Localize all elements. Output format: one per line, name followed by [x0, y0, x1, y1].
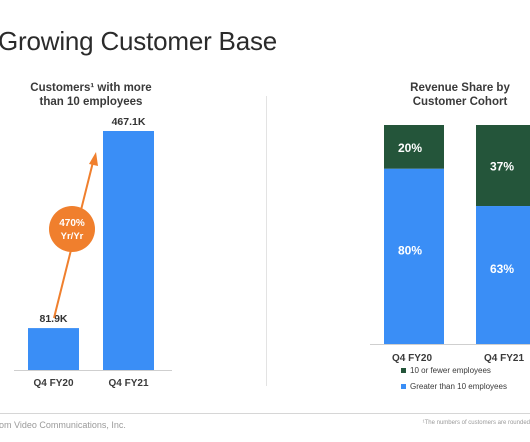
chart1-category-label: Q4 FY21 [108, 378, 148, 389]
chart2-legend-swatch [401, 368, 406, 373]
chart1-value-label: 467.1K [112, 116, 146, 128]
chart1-growth-arrowhead [89, 152, 98, 166]
footer-copyright: om Video Communications, Inc. [0, 420, 126, 430]
footer-note: ¹The numbers of customers are rounded [422, 420, 530, 426]
chart1-annotation-bubble [49, 206, 95, 252]
chart2-segment-label: 37% [490, 160, 514, 174]
chart1-bar [103, 131, 154, 370]
chart2-segment-label: 80% [398, 243, 422, 257]
chart2-segment-small [476, 125, 530, 207]
chart1-annotation-text: 470% [59, 218, 85, 229]
chart2-segment-large [384, 168, 444, 344]
chart1-title-line: than 10 employees [40, 96, 143, 108]
chart2-category-label: Q4 FY21 [484, 353, 524, 364]
chart2-segment-large [476, 206, 530, 344]
chart2-segment-label: 63% [490, 262, 514, 276]
chart1-category-label: Q4 FY20 [33, 378, 73, 389]
footer-divider [0, 413, 530, 414]
page-title: Growing Customer Base [0, 26, 278, 56]
chart2-legend-label: 10 or fewer employees [410, 366, 491, 375]
panel-divider [266, 96, 267, 386]
chart2-segment-label: 20% [398, 141, 422, 155]
chart2-legend-swatch [401, 384, 406, 389]
chart2-category-label: Q4 FY20 [392, 353, 432, 364]
chart1-bar [28, 328, 79, 370]
chart2-title-line: Revenue Share by [410, 82, 510, 94]
chart2-title-line: Customer Cohort [413, 96, 508, 108]
chart2-segment-small [384, 125, 444, 169]
chart1-value-label: 81.9K [39, 313, 67, 325]
chart1-title-line: Customers¹ with more [30, 82, 151, 94]
chart1-annotation-text: Yr/Yr [61, 231, 84, 242]
chart2-legend-label: Greater than 10 employees [410, 382, 507, 391]
